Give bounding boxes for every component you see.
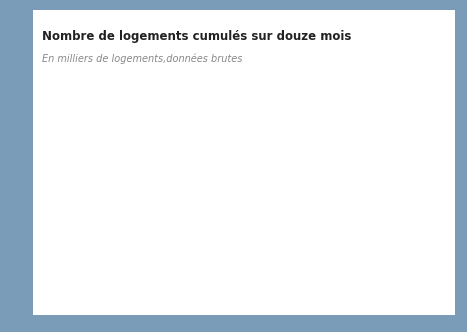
- Text: Nombre de logements cumulés sur douze mois: Nombre de logements cumulés sur douze mo…: [42, 30, 351, 43]
- Logements commencés: [372, 150, 378, 154]
- Logements autorisés: [212, 116, 217, 120]
- Logements autorisés: [272, 119, 277, 123]
- Text: En milliers de logements,données brutes: En milliers de logements,données brutes: [42, 53, 242, 64]
- Logements commencés: [352, 138, 358, 142]
- Logements commencés: [252, 164, 257, 168]
- Logements commencés: [432, 227, 438, 231]
- Logements commencés: [212, 144, 217, 148]
- Logements autorisés: [92, 141, 97, 145]
- Logements commencés: [151, 153, 157, 157]
- Logements commencés: [71, 190, 77, 194]
- Logements autorisés: [71, 155, 77, 159]
- Logements autorisés: [352, 81, 358, 85]
- Logements commencés: [191, 135, 197, 139]
- Logements commencés: [92, 181, 97, 185]
- Logements commencés: [111, 175, 117, 179]
- Logements autorisés: [412, 181, 417, 185]
- Logements autorisés: [312, 153, 318, 157]
- Logements commencés: [392, 153, 398, 157]
- Logements commencés: [272, 167, 277, 171]
- Logements commencés: [412, 224, 417, 228]
- Logements commencés: [312, 150, 318, 154]
- Line: Logements autorisés: Logements autorisés: [74, 83, 435, 186]
- Logements autorisés: [372, 164, 378, 168]
- Logements autorisés: [111, 135, 117, 139]
- Logements commencés: [131, 167, 137, 171]
- Logements commencés: [171, 133, 177, 137]
- Logements commencés: [232, 155, 237, 159]
- Logements autorisés: [171, 93, 177, 97]
- Logements autorisés: [131, 110, 137, 114]
- Logements autorisés: [232, 121, 237, 125]
- Logements commencés: [332, 141, 338, 145]
- Logements autorisés: [151, 104, 157, 108]
- Line: Logements commencés: Logements commencés: [74, 135, 435, 229]
- Logements autorisés: [191, 95, 197, 99]
- Logements autorisés: [292, 150, 297, 154]
- Logements autorisés: [392, 167, 398, 171]
- Logements autorisés: [432, 184, 438, 188]
- Logements autorisés: [252, 124, 257, 128]
- Logements commencés: [292, 167, 297, 171]
- Logements autorisés: [332, 110, 338, 114]
